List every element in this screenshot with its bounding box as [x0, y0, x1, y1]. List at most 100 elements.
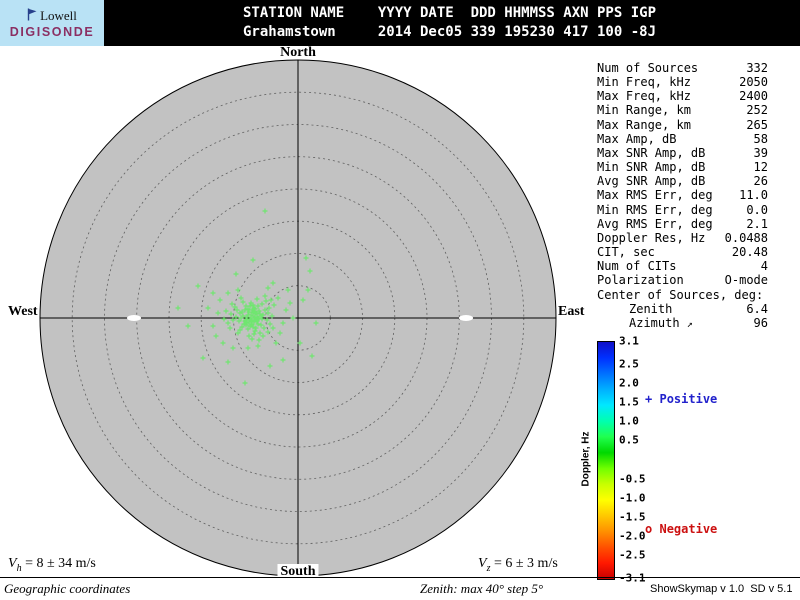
stat-value: 265	[746, 117, 768, 132]
stat-label: Polarization	[597, 273, 684, 288]
stats-list: Num of Sources 332 Min Freq, kHz 2050 Max Fr…	[597, 61, 768, 332]
stat-row: Min SNR Amp, dB 12	[597, 160, 768, 174]
stat-row: Min RMS Err, deg 0.0	[597, 203, 768, 217]
stat-label: Min Range, km	[597, 103, 691, 118]
stat-label: CIT, sec	[597, 245, 655, 260]
stat-row: Polarization O-mode	[597, 273, 768, 287]
stat-value: 332	[746, 61, 768, 75]
negative-legend: o Negative	[645, 522, 717, 536]
colorbar-tick: -2.0	[619, 529, 646, 543]
station-header-values: Grahamstown 2014 Dec05 339 195230 417 10…	[243, 24, 657, 40]
stat-label: Zenith	[629, 301, 673, 316]
stat-value: 6.4	[746, 301, 768, 316]
colorbar-tick: 2.0	[619, 376, 639, 390]
stat-label: Min SNR Amp, dB	[597, 160, 706, 175]
colorbar-tick: -2.5	[619, 548, 646, 562]
stat-label: Avg SNR Amp, dB	[597, 174, 706, 189]
station-header-columns: STATION NAME YYYY DATE DDD HHMMSS AXN PP…	[243, 5, 657, 21]
stat-label: Num of CITs	[597, 259, 677, 274]
header-bar: STATION NAME YYYY DATE DDD HHMMSS AXN PP…	[0, 0, 800, 46]
colorbar-tick: 2.5	[619, 357, 639, 371]
stat-value: 4	[760, 259, 768, 274]
stat-value: 96	[753, 315, 768, 330]
stat-value: 0.0488	[724, 230, 768, 245]
compass-label-north: North	[280, 45, 316, 60]
stat-value: 58	[753, 131, 768, 146]
positive-legend: + Positive	[645, 392, 717, 406]
stat-row: Max SNR Amp, dB 39	[597, 146, 768, 160]
stat-value: 12	[753, 160, 768, 175]
colorbar-title: Doppler, Hz	[580, 431, 592, 487]
stat-label: Num of Sources	[597, 61, 699, 75]
stat-row: Azimuth ↗ 96	[597, 316, 768, 332]
stat-label: Azimuth ↗	[629, 315, 693, 330]
positive-legend-label: Positive	[659, 392, 718, 406]
lowell-flag-icon	[27, 8, 37, 25]
colorbar-tick: 1.0	[619, 414, 639, 428]
azimuth-direction-icon: ↗	[686, 318, 693, 330]
vertical-velocity-value: Vz = 6 ± 3 m/s	[478, 556, 558, 574]
stat-value: 2400	[739, 89, 768, 104]
compass-label-west: West	[8, 304, 38, 319]
stat-row: Center of Sources, deg:	[597, 288, 768, 302]
stat-label: Max RMS Err, deg	[597, 188, 713, 203]
plus-marker-icon: +	[645, 392, 653, 406]
stat-value: 2050	[739, 75, 768, 90]
colorbar-tick: -0.5	[619, 472, 646, 486]
stat-row: Num of Sources 332	[597, 61, 768, 75]
colorbar-gradient	[597, 341, 615, 580]
stat-value: 0.0	[746, 202, 768, 217]
colorbar-tick: -1.0	[619, 491, 646, 505]
footer-separator	[0, 577, 800, 578]
zenith-scale-note: Zenith: max 40° step 5°	[420, 581, 544, 596]
axis-white-mark	[127, 315, 141, 321]
source-points	[175, 208, 319, 386]
colorbar-tick: 1.5	[619, 395, 639, 409]
stat-row: Max RMS Err, deg 11.0	[597, 188, 768, 202]
stat-value: 26	[753, 174, 768, 189]
stat-row: Max Range, km 265	[597, 118, 768, 132]
software-version: ShowSkymap v 1.0 SD v 5.1	[650, 583, 793, 595]
colorbar-tick: 0.5	[619, 433, 639, 447]
stat-value: 11.0	[739, 188, 768, 203]
stat-label: Max Amp, dB	[597, 131, 677, 146]
stat-value: 20.48	[731, 245, 768, 260]
stat-row: Num of CITs 4	[597, 259, 768, 273]
stat-row: Max Freq, kHz 2400	[597, 89, 768, 103]
logo-brand-top: Lowell	[40, 8, 77, 23]
stat-row: Avg SNR Amp, dB 26	[597, 174, 768, 188]
horizontal-velocity-value: Vh = 8 ± 34 m/s	[8, 556, 96, 574]
stat-label: Min RMS Err, deg	[597, 202, 713, 217]
lowell-digisonde-logo: Lowell DIGISONDE	[0, 0, 104, 46]
stat-label: Max Freq, kHz	[597, 89, 691, 104]
stat-row: Max Amp, dB 58	[597, 132, 768, 146]
compass-label-south: South	[277, 564, 319, 580]
coordinates-mode-label: Geographic coordinates	[4, 581, 131, 596]
compass-label-east: East	[558, 304, 585, 319]
stat-label: Center of Sources, deg:	[597, 287, 764, 302]
stat-row: Doppler Res, Hz 0.0488	[597, 231, 768, 245]
negative-legend-label: Negative	[659, 522, 718, 536]
colorbar-tick: 3.1	[619, 334, 639, 348]
logo-brand-bottom: DIGISONDE	[9, 24, 95, 39]
stat-value: 252	[746, 103, 768, 118]
stat-value: 39	[753, 145, 768, 160]
colorbar-tick: -1.5	[619, 510, 646, 524]
stat-value: O-mode	[724, 273, 768, 288]
stat-row: Min Range, km 252	[597, 103, 768, 117]
stat-row: Zenith 6.4	[597, 302, 768, 316]
colorbar-tick: -3.1	[619, 571, 646, 585]
stat-row: Avg RMS Err, deg 2.1	[597, 217, 768, 231]
circle-marker-icon: o	[645, 522, 653, 536]
stat-label: Max Range, km	[597, 117, 691, 132]
stat-label: Avg RMS Err, deg	[597, 216, 713, 231]
stat-value: 2.1	[746, 216, 768, 231]
stat-row: CIT, sec 20.48	[597, 245, 768, 259]
stat-label: Min Freq, kHz	[597, 75, 691, 90]
axis-white-mark	[459, 315, 473, 321]
stat-label: Doppler Res, Hz	[597, 230, 706, 245]
stat-label: Max SNR Amp, dB	[597, 145, 706, 160]
stat-row: Min Freq, kHz 2050	[597, 75, 768, 89]
